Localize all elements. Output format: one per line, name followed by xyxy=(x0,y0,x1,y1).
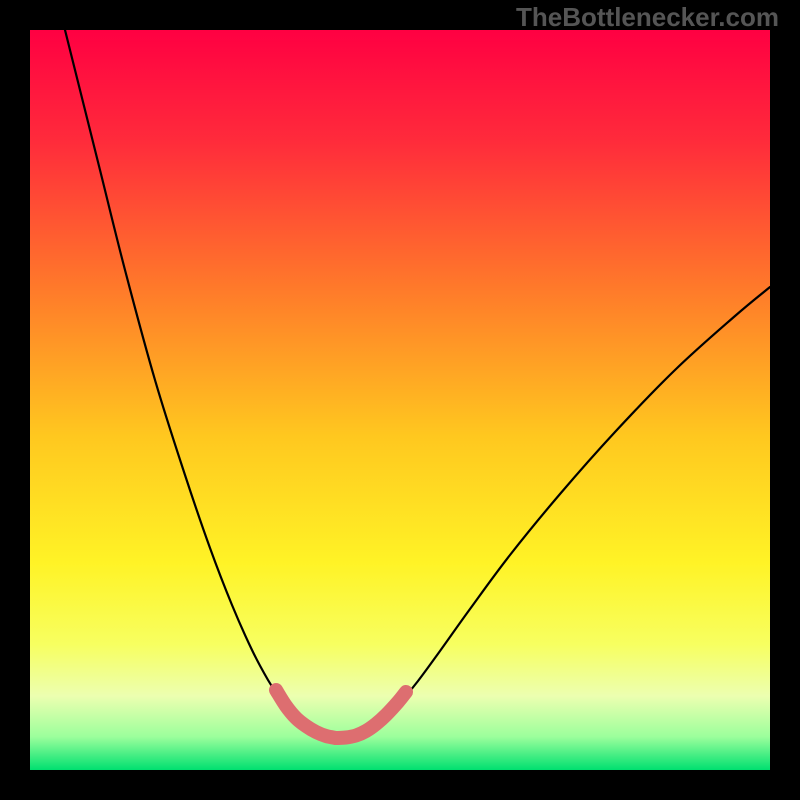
frame-left xyxy=(0,0,30,800)
frame-right xyxy=(770,0,800,800)
watermark-text: TheBottlenecker.com xyxy=(516,2,779,33)
frame-bottom xyxy=(0,770,800,800)
bottleneck-chart xyxy=(0,0,800,800)
gradient-background xyxy=(30,30,770,770)
